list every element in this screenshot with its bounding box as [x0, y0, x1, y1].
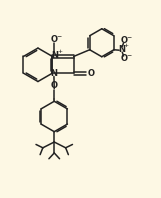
Text: O: O — [121, 36, 128, 45]
Text: −: − — [126, 34, 131, 39]
Text: +: + — [57, 49, 62, 54]
Text: N: N — [51, 51, 58, 60]
Text: +: + — [123, 43, 128, 48]
Text: −: − — [56, 33, 62, 38]
Text: O: O — [51, 35, 58, 44]
Text: O: O — [87, 69, 94, 78]
Text: N: N — [118, 45, 125, 54]
Text: −: − — [126, 52, 131, 58]
Text: O: O — [51, 81, 58, 90]
Text: O: O — [121, 54, 128, 63]
Text: N: N — [51, 69, 58, 78]
